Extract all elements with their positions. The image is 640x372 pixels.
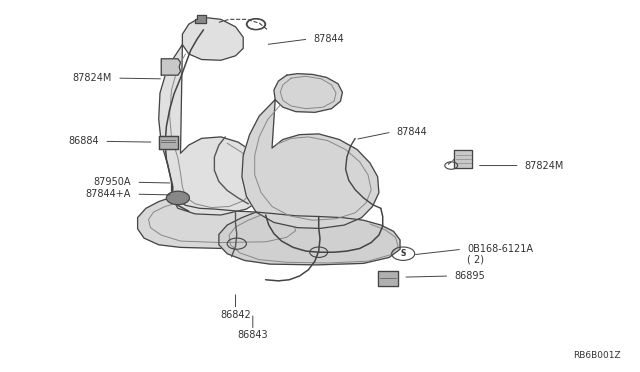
Text: 86895: 86895 [454,271,485,281]
Text: 87824M: 87824M [525,161,564,170]
Polygon shape [219,212,400,265]
Polygon shape [138,197,304,248]
Polygon shape [182,18,243,60]
Text: ( 2): ( 2) [467,254,484,264]
Polygon shape [161,59,180,75]
Polygon shape [242,100,379,228]
Text: 87844+A: 87844+A [86,189,131,199]
Text: 86884: 86884 [68,137,99,146]
Text: 87950A: 87950A [93,177,131,187]
Polygon shape [195,15,206,23]
Polygon shape [378,271,398,286]
Text: RB6B001Z: RB6B001Z [573,351,621,360]
Text: 86842: 86842 [220,310,251,320]
Text: S: S [401,249,406,258]
Text: 87844: 87844 [397,127,428,137]
Polygon shape [454,150,472,168]
Circle shape [166,191,189,205]
Polygon shape [274,74,342,112]
Text: 87844: 87844 [314,34,344,44]
Text: 86843: 86843 [237,330,268,340]
Text: 87824M: 87824M [72,73,112,83]
Polygon shape [159,136,178,149]
Polygon shape [159,45,269,215]
Text: 0B168-6121A: 0B168-6121A [467,244,533,254]
